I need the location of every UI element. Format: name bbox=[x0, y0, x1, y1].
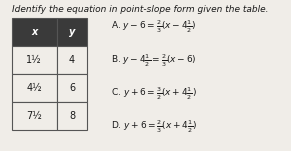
Bar bbox=[12, 102, 57, 130]
Text: 4: 4 bbox=[69, 55, 75, 65]
Bar bbox=[57, 102, 87, 130]
Text: A. $y-6=\frac{2}{3}(x-4\frac{1}{2})$: A. $y-6=\frac{2}{3}(x-4\frac{1}{2})$ bbox=[111, 19, 196, 35]
Text: D. $y+6=\frac{2}{3}(x+4\frac{1}{2})$: D. $y+6=\frac{2}{3}(x+4\frac{1}{2})$ bbox=[111, 119, 197, 135]
Text: 7½: 7½ bbox=[26, 111, 42, 121]
Bar bbox=[57, 74, 87, 102]
Text: x: x bbox=[31, 27, 37, 37]
Text: y: y bbox=[69, 27, 75, 37]
Text: 6: 6 bbox=[69, 83, 75, 93]
Text: B. $y-4\frac{1}{2}=\frac{2}{3}(x-6)$: B. $y-4\frac{1}{2}=\frac{2}{3}(x-6)$ bbox=[111, 52, 196, 69]
Bar bbox=[12, 18, 57, 46]
Bar bbox=[12, 46, 57, 74]
Bar bbox=[57, 18, 87, 46]
Text: Identify the equation in point-slope form given the table.: Identify the equation in point-slope for… bbox=[12, 5, 268, 14]
Text: 1½: 1½ bbox=[26, 55, 42, 65]
Text: 8: 8 bbox=[69, 111, 75, 121]
Bar bbox=[12, 74, 57, 102]
Text: 4½: 4½ bbox=[26, 83, 42, 93]
Bar bbox=[57, 46, 87, 74]
Text: C. $y+6=\frac{3}{2}(x+4\frac{1}{2})$: C. $y+6=\frac{3}{2}(x+4\frac{1}{2})$ bbox=[111, 85, 196, 102]
